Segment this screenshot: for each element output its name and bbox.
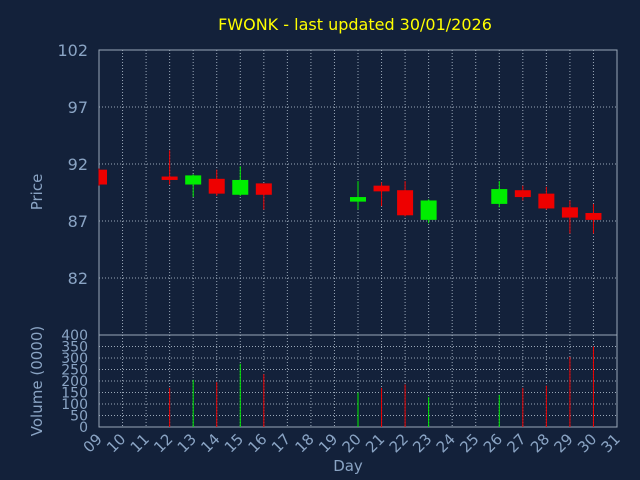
candle bbox=[185, 174, 202, 198]
volume-bars bbox=[169, 346, 594, 427]
candle bbox=[561, 200, 578, 234]
price-y-tick-label: 92 bbox=[68, 155, 88, 174]
chart-title: FWONK - last updated 30/01/2026 bbox=[218, 15, 492, 34]
volume-y-tick-label: 300 bbox=[61, 351, 88, 367]
candle-body bbox=[585, 213, 602, 220]
candle-body bbox=[491, 189, 508, 204]
candle-body bbox=[350, 197, 366, 202]
price-y-tick-label: 97 bbox=[68, 98, 88, 117]
candles bbox=[98, 150, 602, 234]
x-tick-label: 30 bbox=[574, 430, 600, 456]
candle-body bbox=[397, 190, 414, 216]
candle-body bbox=[99, 169, 107, 185]
volume-axis-label: Volume (0000) bbox=[28, 326, 46, 436]
price-y-tick-label: 102 bbox=[57, 41, 88, 60]
x-tick-label: 31 bbox=[598, 430, 624, 456]
candle bbox=[585, 203, 602, 234]
candle-body bbox=[232, 179, 249, 195]
x-tick-label: 19 bbox=[315, 430, 341, 456]
candle-body bbox=[420, 200, 437, 220]
x-tick-label: 29 bbox=[551, 430, 577, 456]
candle-body bbox=[538, 193, 555, 209]
candle bbox=[208, 169, 225, 196]
volume-y-tick-label: 100 bbox=[61, 397, 88, 413]
price-gridlines bbox=[99, 50, 617, 335]
candle bbox=[491, 181, 508, 208]
x-tick-label: 13 bbox=[174, 430, 200, 456]
candle bbox=[420, 199, 437, 224]
x-tick-label: 15 bbox=[221, 430, 247, 456]
volume-y-tick-label: 200 bbox=[61, 374, 88, 390]
price-axis-label: Price bbox=[28, 174, 46, 211]
volume-y-tick-label: 50 bbox=[70, 409, 88, 425]
x-tick-label: 10 bbox=[103, 430, 129, 456]
x-tick-label: 16 bbox=[244, 430, 270, 456]
volume-y-tick-label: 150 bbox=[61, 386, 88, 402]
volume-y-tick-label: 400 bbox=[61, 328, 88, 344]
price-y-tick-label: 82 bbox=[68, 269, 88, 288]
x-tick-label: 18 bbox=[292, 430, 318, 456]
x-tick-label: 17 bbox=[268, 430, 294, 456]
candle-body bbox=[185, 175, 202, 185]
candle bbox=[255, 183, 272, 210]
x-tick-label: 20 bbox=[339, 430, 365, 456]
volume-y-tick-label: 0 bbox=[79, 420, 88, 436]
x-ticks: 0910111213141516171819202122232425262728… bbox=[80, 430, 624, 456]
candle bbox=[161, 150, 178, 185]
x-tick-label: 26 bbox=[480, 430, 506, 456]
candle-body bbox=[208, 178, 225, 194]
x-tick-label: 21 bbox=[362, 430, 388, 456]
candle bbox=[514, 185, 531, 201]
candle-body bbox=[373, 185, 390, 192]
price-y-tick-label: 87 bbox=[68, 212, 88, 231]
x-tick-label: 12 bbox=[150, 430, 176, 456]
candle bbox=[538, 186, 555, 210]
candle-body bbox=[561, 207, 578, 218]
x-axis-label: Day bbox=[333, 457, 363, 475]
candle bbox=[350, 181, 366, 210]
x-tick-label: 24 bbox=[433, 430, 459, 456]
candle bbox=[373, 182, 390, 207]
price-y-ticks: 82 87 92 97 102 bbox=[57, 41, 88, 288]
volume-y-tick-label: 350 bbox=[61, 340, 88, 356]
x-tick-label: 27 bbox=[503, 430, 529, 456]
x-tick-label: 22 bbox=[386, 430, 412, 456]
x-tick-label: 14 bbox=[197, 430, 223, 456]
x-tick-label: 25 bbox=[456, 430, 482, 456]
candle-body bbox=[255, 183, 272, 195]
candle-body bbox=[161, 176, 178, 180]
candle bbox=[98, 168, 107, 186]
x-tick-label: 11 bbox=[127, 430, 153, 456]
candle bbox=[232, 166, 249, 196]
volume-y-tick-label: 250 bbox=[61, 363, 88, 379]
candle bbox=[397, 181, 414, 217]
x-tick-label: 23 bbox=[409, 430, 435, 456]
candle-body bbox=[514, 190, 531, 198]
x-tick-label: 28 bbox=[527, 430, 553, 456]
